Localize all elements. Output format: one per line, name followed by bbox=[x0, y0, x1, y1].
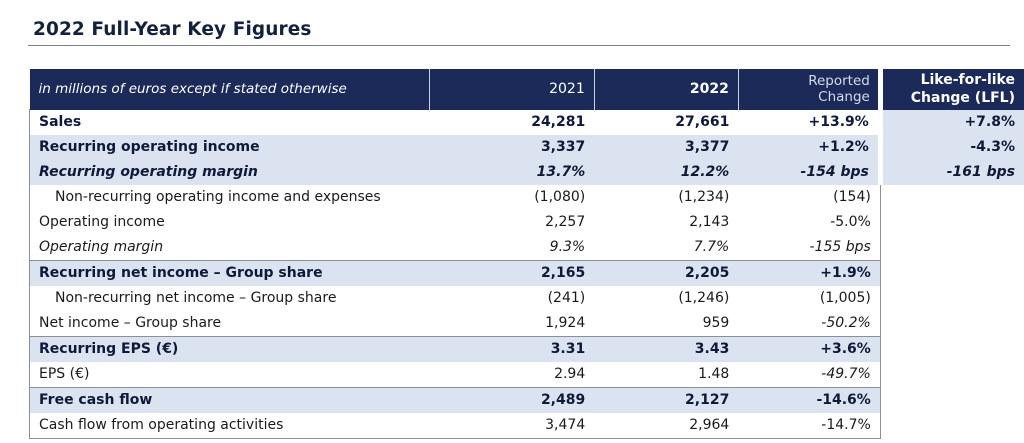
table-row: Operating margin 9.3% 7.7% -155 bps bbox=[29, 235, 1024, 261]
header-lfl-line1: Like-for-like bbox=[920, 72, 1015, 88]
value-lfl-change: -4.3% bbox=[877, 135, 1024, 160]
header-reported-line2: Change bbox=[818, 89, 870, 105]
table-row: Operating income 2,257 2,143 -5.0% bbox=[29, 210, 1024, 235]
value-2022: 2,127 bbox=[594, 387, 739, 413]
value-2021: 3,337 bbox=[429, 135, 595, 160]
header-2021: 2021 bbox=[429, 69, 595, 110]
value-lfl-change: -161 bps bbox=[877, 160, 1024, 185]
value-reported-change: -155 bps bbox=[738, 235, 881, 261]
value-2021: 2,489 bbox=[429, 387, 595, 413]
row-label: Non-recurring net income – Group share bbox=[29, 286, 430, 311]
row-label: Operating margin bbox=[29, 235, 430, 261]
value-2021: 1,924 bbox=[545, 315, 586, 331]
row-label: Recurring operating income bbox=[29, 135, 430, 160]
value-2022: 12.2% bbox=[594, 160, 739, 185]
value-2021: (1,080) bbox=[534, 189, 586, 205]
value-2022: 7.7% bbox=[693, 239, 730, 255]
value-2021: 3.31 bbox=[429, 336, 595, 362]
value-2022: 2,143 bbox=[689, 214, 730, 230]
value-reported-change: +1.9% bbox=[738, 260, 881, 286]
row-label: Recurring operating margin bbox=[29, 160, 430, 185]
table-row: Non-recurring operating income and expen… bbox=[29, 185, 1024, 210]
row-label: EPS (€) bbox=[29, 362, 430, 388]
table-row: Cash flow from operating activities 3,47… bbox=[29, 413, 1024, 439]
header-reported-change: Reported Change bbox=[738, 69, 881, 110]
table-row: EPS (€) 2.94 1.48 -49.7% bbox=[29, 362, 1024, 388]
row-label: Operating income bbox=[29, 210, 430, 235]
value-2022: 27,661 bbox=[594, 109, 739, 135]
value-2022: 959 bbox=[702, 315, 730, 331]
page-title: 2022 Full-Year Key Figures bbox=[33, 19, 312, 40]
value-2021: 3,474 bbox=[429, 413, 595, 439]
key-figures-table: in millions of euros except if stated ot… bbox=[29, 69, 1024, 439]
value-lfl-change: +7.8% bbox=[877, 109, 1024, 135]
row-label: Recurring net income – Group share bbox=[29, 260, 430, 286]
value-2021: 13.7% bbox=[429, 160, 595, 185]
table-row: Recurring operating income 3,337 3,377 +… bbox=[29, 135, 1024, 160]
value-reported-change: -14.6% bbox=[738, 387, 881, 413]
value-reported-change: +1.2% bbox=[738, 135, 881, 160]
row-label: Recurring EPS (€) bbox=[29, 336, 430, 362]
value-2021: 2.94 bbox=[554, 366, 586, 382]
value-2022: 3,377 bbox=[594, 135, 739, 160]
header-lfl-line2: Change (LFL) bbox=[910, 90, 1015, 106]
row-label: Net income – Group share bbox=[29, 311, 430, 337]
row-label: Non-recurring operating income and expen… bbox=[29, 185, 430, 210]
header-2022: 2022 bbox=[594, 69, 739, 110]
value-reported-change: (1,005) bbox=[738, 286, 881, 311]
table-row: Recurring EPS (€) 3.31 3.43 +3.6% bbox=[29, 336, 1024, 362]
table-row: Recurring operating margin 13.7% 12.2% -… bbox=[29, 160, 1024, 185]
value-reported-change: -14.7% bbox=[738, 413, 881, 439]
table-row: Recurring net income – Group share 2,165… bbox=[29, 260, 1024, 286]
value-2021: 2,165 bbox=[429, 260, 595, 286]
value-2022: 2,964 bbox=[594, 413, 739, 439]
value-reported-change: -154 bps bbox=[738, 160, 881, 185]
table-row: Net income – Group share 1,924 959 -50.2… bbox=[29, 311, 1024, 337]
table-row: Sales 24,281 27,661 +13.9% +7.8% bbox=[29, 109, 1024, 135]
value-2022: 3.43 bbox=[594, 336, 739, 362]
row-label: Sales bbox=[29, 109, 430, 135]
value-reported-change: -5.0% bbox=[738, 210, 881, 235]
value-2021: 2,257 bbox=[545, 214, 586, 230]
header-lfl-change: Like-for-like Change (LFL) bbox=[877, 69, 1024, 110]
table-row: Free cash flow 2,489 2,127 -14.6% bbox=[29, 387, 1024, 413]
value-reported-change: -50.2% bbox=[738, 311, 881, 337]
value-reported-change: -49.7% bbox=[738, 362, 881, 388]
value-2021: 9.3% bbox=[549, 239, 586, 255]
value-reported-change: (154) bbox=[738, 185, 881, 210]
value-2021: (241) bbox=[547, 290, 586, 306]
table-row: Non-recurring net income – Group share (… bbox=[29, 286, 1024, 311]
value-2022: (1,234) bbox=[678, 189, 730, 205]
value-reported-change: +3.6% bbox=[738, 336, 881, 362]
header-row: in millions of euros except if stated ot… bbox=[29, 69, 1024, 110]
value-2021: 24,281 bbox=[429, 109, 595, 135]
row-label: Free cash flow bbox=[29, 387, 430, 413]
value-2022: 1.48 bbox=[698, 366, 730, 382]
value-2022: 2,205 bbox=[594, 260, 739, 286]
title-divider bbox=[28, 45, 1010, 46]
header-reported-line1: Reported bbox=[808, 73, 870, 89]
header-units-label: in millions of euros except if stated ot… bbox=[29, 69, 430, 110]
value-2022: (1,246) bbox=[678, 290, 730, 306]
row-label: Cash flow from operating activities bbox=[29, 413, 430, 439]
value-reported-change: +13.9% bbox=[738, 109, 881, 135]
